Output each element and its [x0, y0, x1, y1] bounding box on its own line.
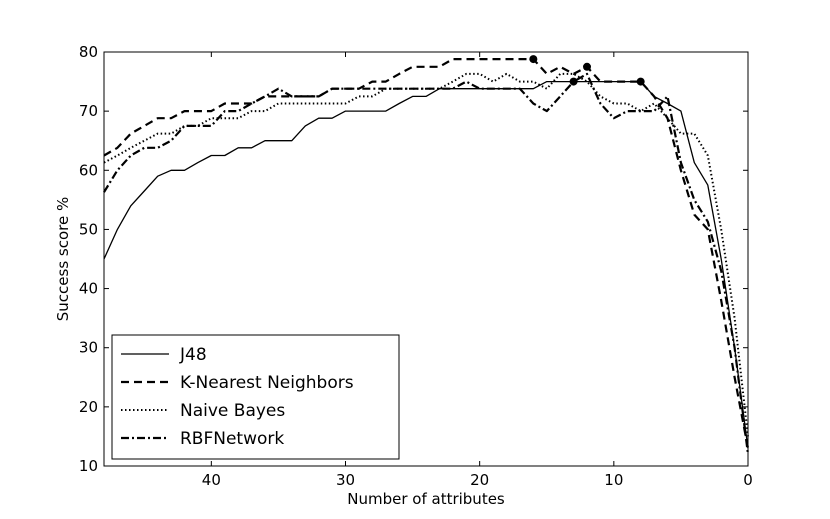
legend-items: J48 K-Nearest Neighbors Naive Bayes RBFN… [121, 345, 354, 449]
best-point-marker [583, 62, 591, 71]
y-tick-label: 20 [79, 398, 98, 416]
x-tick-label: 30 [336, 471, 355, 489]
y-axis-ticks: 10 20 30 40 50 60 70 80 [79, 43, 748, 475]
plot-frame [103, 51, 749, 467]
x-axis-ticks: 40 30 20 10 0 [202, 52, 753, 489]
legend-label-knn: K-Nearest Neighbors [180, 373, 354, 393]
x-tick-label: 0 [743, 471, 753, 489]
series-line-naive-bayes [103, 72, 749, 437]
legend: J48 K-Nearest Neighbors Naive Bayes RBFN… [111, 334, 400, 460]
legend-label-rbfnetwork: RBFNetwork [180, 429, 284, 449]
legend-label-naive-bayes: Naive Bayes [180, 401, 285, 421]
y-tick-label: 50 [79, 220, 98, 238]
y-tick-label: 80 [79, 43, 98, 61]
best-point-marker [569, 77, 578, 86]
x-tick-label: 40 [202, 471, 221, 489]
best-point-marker [636, 77, 645, 86]
y-tick-label: 30 [79, 339, 98, 357]
y-axis-label: Success score % [54, 197, 72, 321]
best-point-marker [529, 55, 538, 64]
x-tick-label: 20 [470, 471, 489, 489]
x-axis-label: Number of attributes [347, 490, 505, 508]
plot-area: 40 30 20 10 0 10 20 30 40 50 60 70 80 [79, 43, 753, 489]
y-tick-label: 60 [79, 161, 98, 179]
legend-label-j48: J48 [179, 345, 207, 365]
series-line-rbfnetwork [103, 72, 750, 455]
y-tick-label: 40 [79, 280, 98, 298]
x-tick-label: 10 [604, 471, 623, 489]
y-tick-label: 10 [79, 457, 98, 475]
series-line-k-nearest-neighbors [103, 57, 750, 449]
y-tick-label: 70 [79, 102, 98, 120]
marker-layer [529, 55, 645, 86]
